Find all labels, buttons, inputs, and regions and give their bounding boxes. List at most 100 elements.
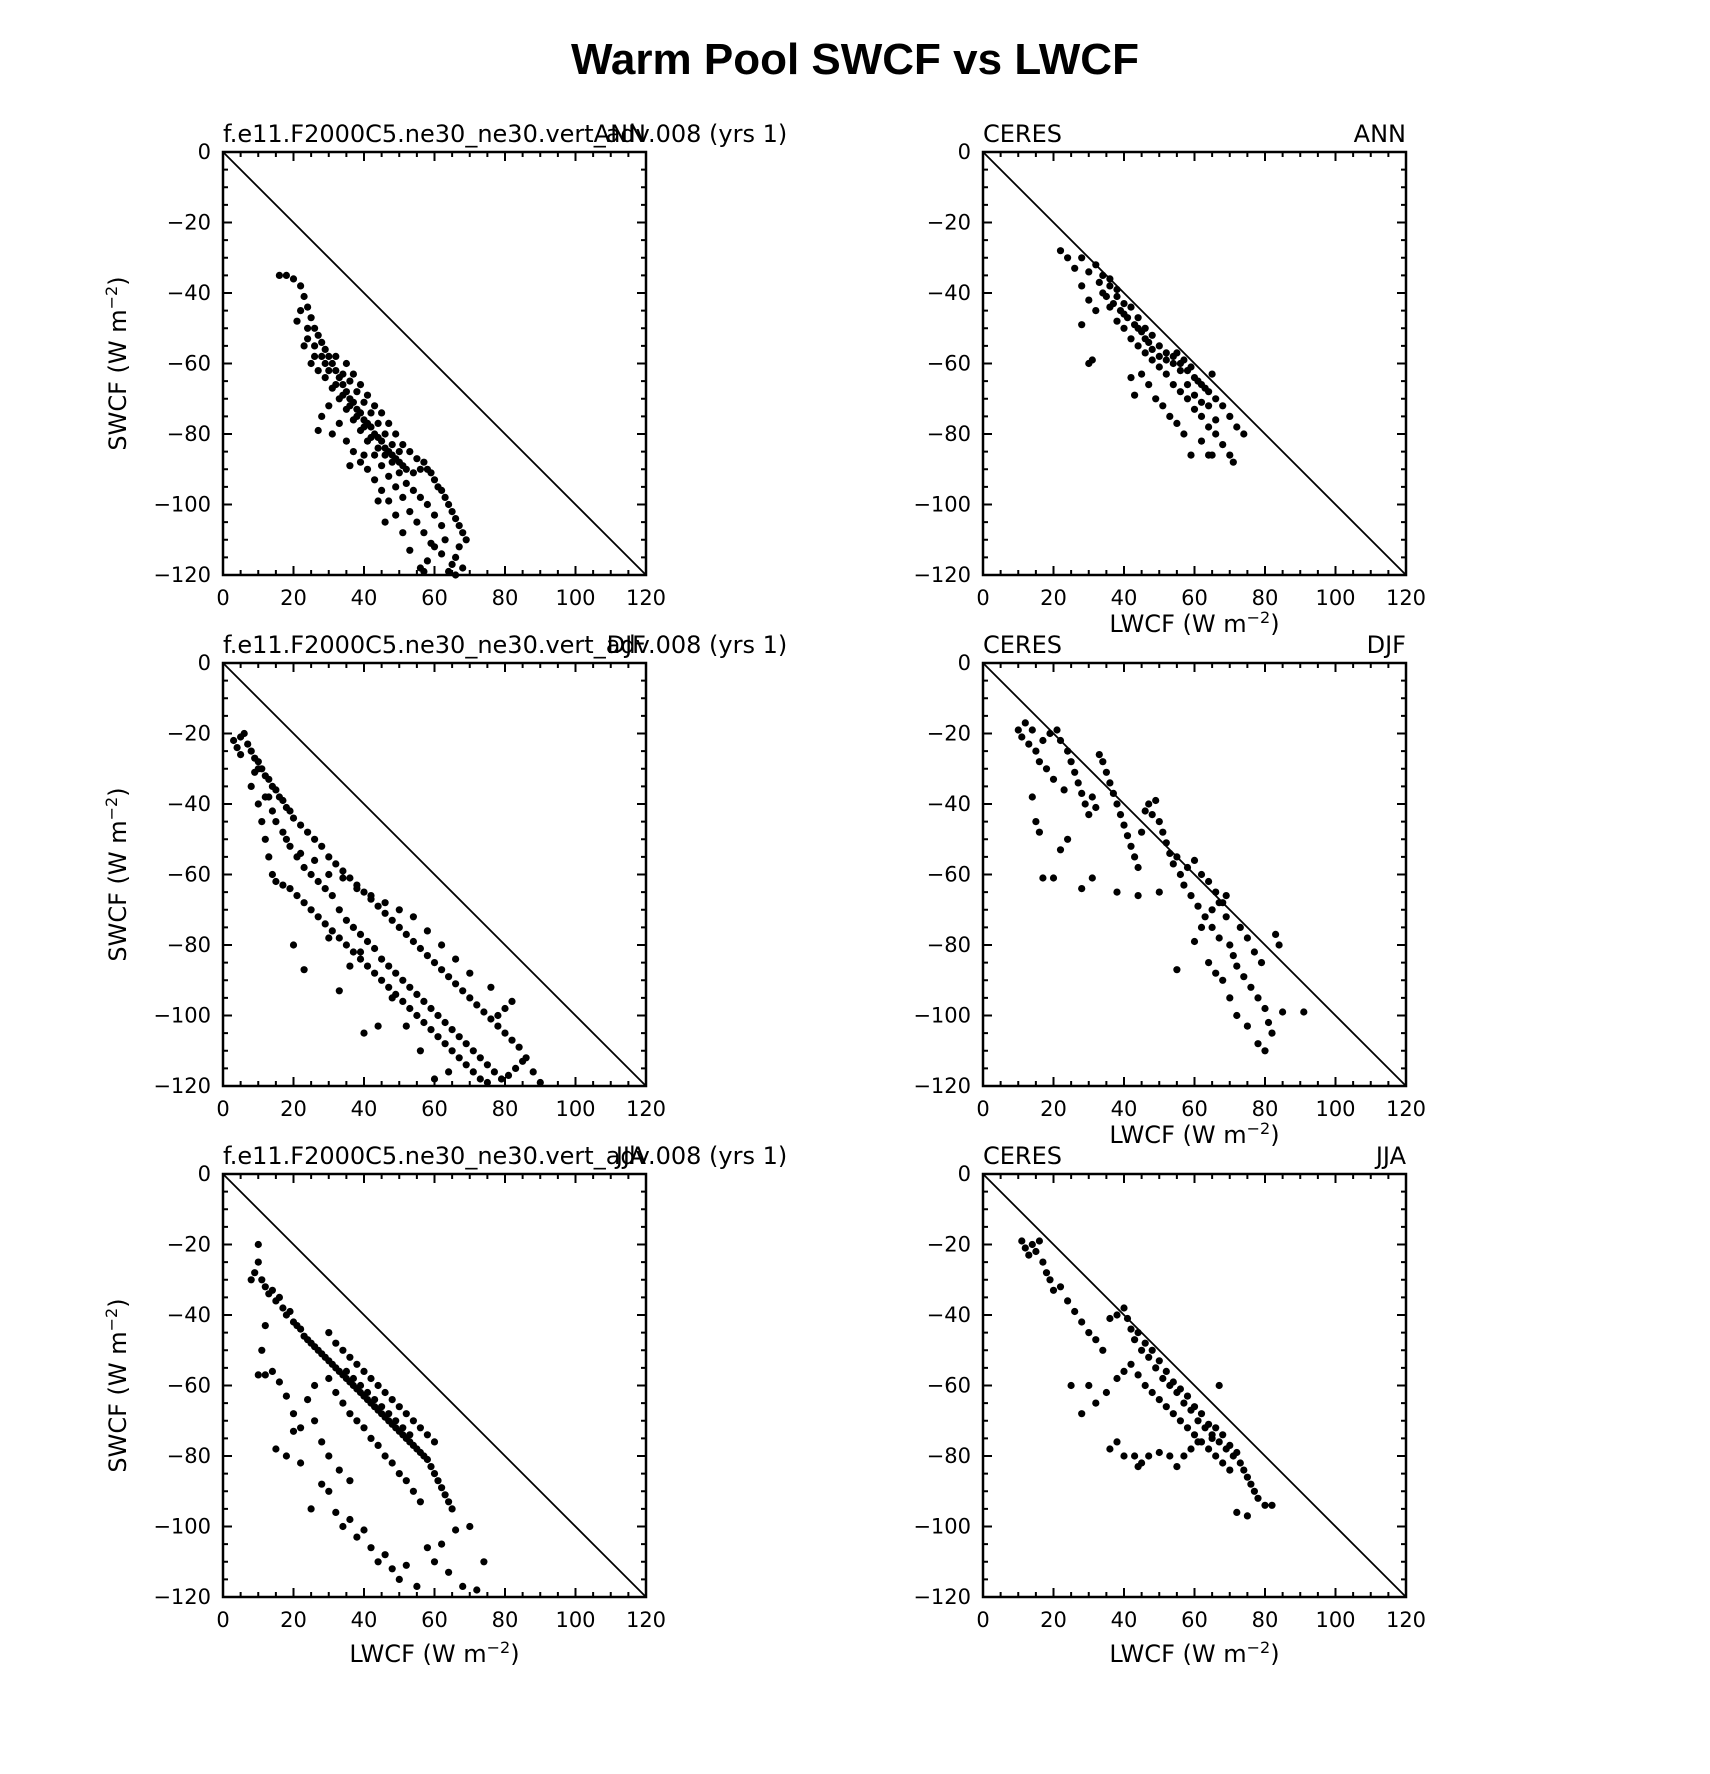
data-point bbox=[321, 885, 329, 893]
data-point bbox=[311, 324, 319, 332]
data-point bbox=[448, 560, 456, 569]
data-point bbox=[1134, 863, 1142, 872]
data-point bbox=[480, 1558, 488, 1566]
data-point bbox=[427, 1004, 435, 1013]
data-point bbox=[328, 927, 336, 935]
data-point bbox=[356, 1381, 365, 1390]
x-tick-label: 120 bbox=[1386, 1608, 1426, 1632]
x-tick-label: 40 bbox=[351, 586, 378, 610]
panel-season-label: DJF bbox=[607, 631, 646, 659]
reference-line bbox=[982, 151, 1407, 576]
panel-season-label: ANN bbox=[1354, 120, 1406, 148]
data-point bbox=[254, 1371, 262, 1379]
data-point bbox=[1197, 412, 1206, 420]
y-tick-label: −60 bbox=[167, 863, 211, 887]
data-point bbox=[1180, 430, 1188, 438]
data-point bbox=[1018, 1237, 1026, 1245]
data-point bbox=[318, 338, 326, 346]
data-point bbox=[1155, 342, 1163, 350]
data-point bbox=[430, 1438, 439, 1446]
data-point bbox=[342, 437, 350, 445]
data-point bbox=[363, 937, 372, 946]
data-point bbox=[304, 828, 312, 836]
data-point bbox=[325, 367, 333, 375]
data-point bbox=[1243, 1473, 1251, 1481]
data-point bbox=[1123, 832, 1132, 840]
data-point bbox=[455, 1054, 463, 1062]
data-point bbox=[1145, 381, 1153, 389]
data-point bbox=[289, 814, 298, 822]
data-point bbox=[1148, 331, 1156, 339]
x-tick-label: 60 bbox=[421, 1608, 448, 1632]
y-tick-label: 0 bbox=[958, 140, 971, 164]
data-point bbox=[321, 359, 329, 368]
data-point bbox=[1180, 881, 1188, 889]
data-point bbox=[1173, 349, 1181, 357]
data-point bbox=[1254, 994, 1262, 1002]
data-point bbox=[1197, 923, 1206, 932]
data-point bbox=[445, 500, 453, 509]
data-point bbox=[395, 1575, 403, 1583]
data-point bbox=[452, 553, 460, 562]
data-point bbox=[265, 775, 273, 783]
data-point bbox=[409, 469, 417, 477]
data-point bbox=[314, 367, 322, 375]
y-tick-label: −80 bbox=[167, 933, 211, 957]
data-point bbox=[374, 1441, 382, 1449]
x-tick-label: 120 bbox=[1386, 586, 1426, 610]
data-point bbox=[363, 962, 372, 970]
data-point bbox=[289, 1427, 298, 1435]
y-tick-label: −40 bbox=[167, 281, 211, 305]
y-tick-label: −80 bbox=[927, 933, 971, 957]
data-point bbox=[385, 497, 393, 505]
data-point bbox=[353, 885, 361, 893]
data-point bbox=[1162, 839, 1170, 847]
data-point bbox=[381, 451, 389, 459]
data-point bbox=[307, 906, 315, 914]
data-point bbox=[480, 1008, 488, 1016]
data-point bbox=[1173, 1463, 1181, 1471]
y-tick-label: −60 bbox=[167, 1374, 211, 1398]
data-point bbox=[1212, 969, 1220, 977]
x-tick-label: 100 bbox=[555, 586, 595, 610]
y-tick-label: 0 bbox=[198, 140, 211, 164]
data-point bbox=[1085, 296, 1093, 304]
data-point bbox=[1134, 1463, 1142, 1471]
x-tick-label: 60 bbox=[1181, 586, 1208, 610]
data-point bbox=[1226, 451, 1234, 459]
data-point bbox=[272, 786, 280, 794]
data-point bbox=[353, 388, 361, 396]
data-point bbox=[279, 1304, 287, 1312]
data-point bbox=[1064, 835, 1072, 843]
data-point bbox=[1226, 941, 1234, 949]
data-point bbox=[413, 990, 421, 999]
data-point bbox=[371, 1396, 379, 1404]
data-point bbox=[374, 419, 382, 427]
data-point bbox=[374, 444, 382, 452]
data-point bbox=[1254, 1040, 1262, 1048]
data-point bbox=[1049, 874, 1058, 882]
data-point bbox=[1032, 818, 1040, 826]
x-tick-label: 0 bbox=[216, 1097, 229, 1121]
data-point bbox=[1078, 1410, 1086, 1418]
data-point bbox=[282, 1392, 290, 1400]
data-point bbox=[1169, 860, 1177, 868]
data-point bbox=[392, 1417, 400, 1425]
data-point bbox=[1042, 765, 1051, 773]
data-point bbox=[332, 860, 340, 868]
y-tick-label: −120 bbox=[913, 1074, 971, 1098]
data-point bbox=[395, 923, 403, 932]
data-point bbox=[452, 955, 460, 963]
data-point bbox=[1127, 1325, 1135, 1333]
data-point bbox=[430, 959, 439, 967]
data-point bbox=[416, 1498, 424, 1506]
data-point bbox=[275, 1378, 283, 1386]
x-tick-label: 60 bbox=[421, 1097, 448, 1121]
y-tick-label: −20 bbox=[927, 1233, 971, 1257]
data-point bbox=[1169, 381, 1177, 389]
data-point bbox=[349, 1374, 357, 1383]
data-point bbox=[1106, 275, 1114, 283]
data-point bbox=[1229, 952, 1237, 960]
data-point bbox=[346, 1515, 354, 1524]
data-point bbox=[297, 307, 305, 315]
